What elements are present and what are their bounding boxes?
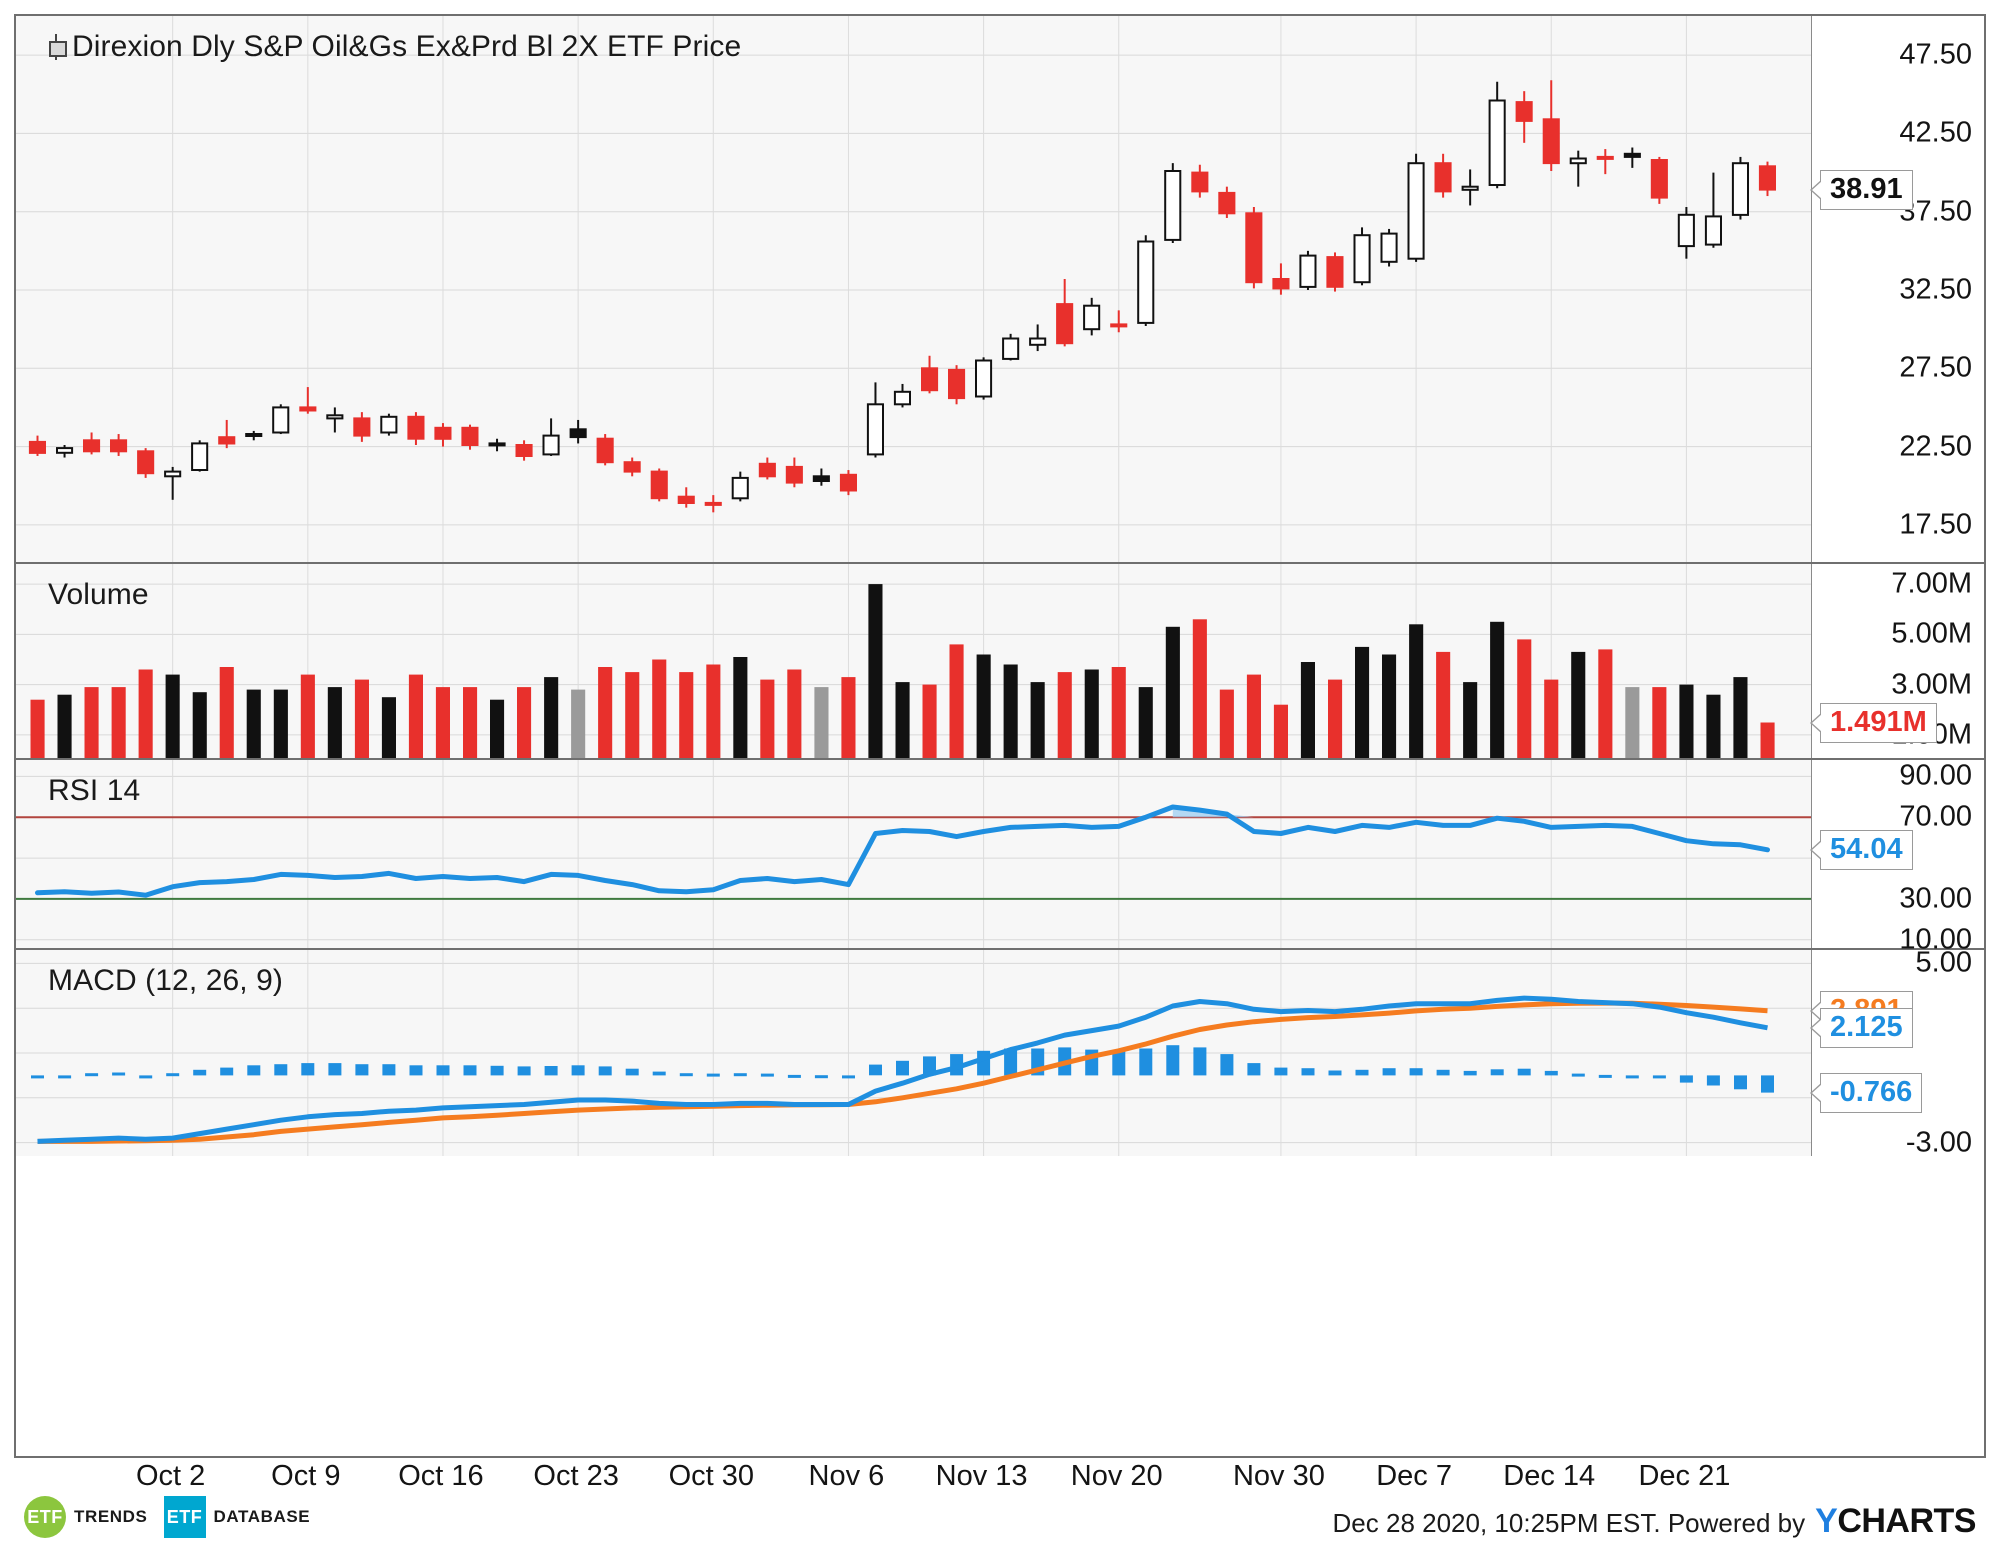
macd-tick-label: -3.00 xyxy=(1905,1126,1972,1159)
x-axis-tick-label: Oct 9 xyxy=(271,1460,341,1492)
price-value-badge: 38.91 xyxy=(1810,169,1913,210)
x-axis-tick-label: Dec 21 xyxy=(1638,1460,1731,1492)
volume-value-badge: 1.491M xyxy=(1810,702,1937,743)
price-tick-label: 42.50 xyxy=(1899,116,1972,149)
chart-frame: 47.50 42.50 37.50 32.50 27.50 22.50 17.50 38.91… xyxy=(14,14,1986,1458)
price-tick-label: 47.50 xyxy=(1899,38,1972,71)
volume-tick-label: 5.00M xyxy=(1891,617,1972,650)
rsi-tick-label: 30.00 xyxy=(1899,882,1972,915)
x-axis-tick-label: Nov 20 xyxy=(1070,1460,1163,1492)
x-axis-tick-label: Nov 30 xyxy=(1232,1460,1325,1492)
rsi-tick-label: 90.00 xyxy=(1899,759,1972,792)
footer-logos: ETF TRENDS ETF DATABASE xyxy=(24,1496,326,1538)
candlestick-icon xyxy=(48,34,67,60)
x-axis-tick-label: Oct 16 xyxy=(398,1460,484,1492)
x-axis-tick-label: Dec 7 xyxy=(1376,1460,1452,1492)
attribution-text: Dec 28 2020, 10:25PM EST. Powered by xyxy=(1332,1508,1806,1538)
volume-plot-area[interactable] xyxy=(16,564,1811,758)
macd-panel: 5.00-3.002.8912.125-0.766 MACD (12, 26, … xyxy=(16,946,1984,1159)
ycharts-logo-rest: CHARTS xyxy=(1837,1502,1976,1540)
rsi-axis: 90.00 70.00 30.00 10.00 54.04 xyxy=(1810,759,1984,955)
macd_line-value-badge: 2.125 xyxy=(1810,1007,1913,1048)
etf-database-logo-mark[interactable]: ETF xyxy=(163,1496,206,1538)
rsi-tick-label: 70.00 xyxy=(1899,800,1972,833)
rsi-panel: 90.00 70.00 30.00 10.00 54.04 RSI 14 xyxy=(16,759,1984,955)
macd-plot-area[interactable] xyxy=(16,950,1811,1156)
rsi-tick-label: 10.00 xyxy=(1899,923,1972,956)
price-tick-label: 32.50 xyxy=(1899,273,1972,306)
x-axis-tick-label: Oct 2 xyxy=(136,1460,206,1492)
price-plot-area[interactable] xyxy=(16,16,1811,562)
rsi-value-badge: 54.04 xyxy=(1810,829,1913,870)
volume-tick-label: 7.00M xyxy=(1891,567,1972,600)
ycharts-logo[interactable]: YCHARTS xyxy=(1815,1502,1976,1541)
macd-tick-label: 5.00 xyxy=(1915,946,1972,979)
price-tick-label: 27.50 xyxy=(1899,351,1972,384)
price-panel-title: Direxion Dly S&P Oil&Gs Ex&Prd Bl 2X ETF… xyxy=(48,30,741,64)
x-axis-tick-label: Nov 13 xyxy=(935,1460,1028,1492)
footer: ETF TRENDS ETF DATABASE Dec 28 2020, 10:… xyxy=(14,1496,1986,1541)
rsi-panel-title: RSI 14 xyxy=(48,774,141,807)
x-axis-tick-label: Nov 6 xyxy=(808,1460,885,1492)
x-axis-tick-label: Oct 30 xyxy=(668,1460,754,1492)
attribution: Dec 28 2020, 10:25PM EST. Powered by YCH… xyxy=(1332,1502,1977,1541)
x-axis: Oct 2 Oct 9 Oct 16 Oct 23 Oct 30 Nov 6 Nov 13 N… xyxy=(14,1460,1986,1500)
price-axis: 47.50 42.50 37.50 32.50 27.50 22.50 17.50 38.91 xyxy=(1810,16,1984,562)
x-axis-tick-label: Dec 14 xyxy=(1503,1460,1596,1492)
etf-trends-logo-mark[interactable]: ETF xyxy=(24,1496,66,1538)
price-tick-label: 17.50 xyxy=(1899,508,1972,541)
volume-tick-label: 3.00M xyxy=(1891,668,1972,701)
etf-database-logo-word[interactable]: DATABASE xyxy=(213,1507,311,1526)
ycharts-logo-y: Y xyxy=(1815,1502,1838,1540)
rsi-plot-area[interactable] xyxy=(16,760,1811,948)
macd-axis: 5.00-3.002.8912.125-0.766 xyxy=(1809,946,1984,1159)
macd-panel-title: MACD (12, 26, 9) xyxy=(48,964,284,997)
x-axis-tick-label: Oct 23 xyxy=(533,1460,619,1492)
volume-panel-title: Volume xyxy=(48,578,149,611)
price-panel: 47.50 42.50 37.50 32.50 27.50 22.50 17.50 38.91… xyxy=(16,16,1984,564)
price-tick-label: 22.50 xyxy=(1899,430,1972,463)
macd_hist-value-badge: -0.766 xyxy=(1809,1072,1923,1113)
etf-trends-logo-word[interactable]: TRENDS xyxy=(74,1507,148,1526)
price-panel-label: Direxion Dly S&P Oil&Gs Ex&Prd Bl 2X ETF… xyxy=(72,30,742,63)
